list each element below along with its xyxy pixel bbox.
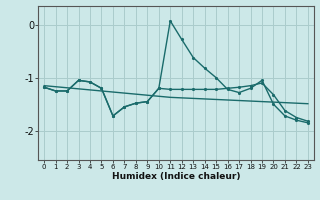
X-axis label: Humidex (Indice chaleur): Humidex (Indice chaleur) xyxy=(112,172,240,181)
